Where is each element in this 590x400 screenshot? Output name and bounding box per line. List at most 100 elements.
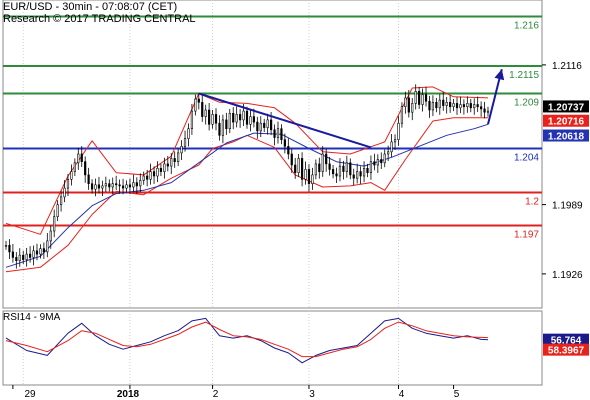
resistance-level-label: 1.2115	[509, 70, 539, 81]
candle-body	[469, 103, 472, 109]
candle-body	[376, 159, 379, 166]
candle-body	[70, 171, 73, 180]
support-level-label: 1.2	[525, 197, 539, 208]
y-tick-label: 1.1989	[552, 201, 583, 212]
candle-body	[53, 216, 56, 232]
candle-body	[318, 163, 321, 172]
candle-body	[411, 103, 414, 113]
candle-body	[8, 245, 11, 253]
candle-body	[28, 253, 32, 258]
x-tick-label: 29	[24, 389, 36, 400]
rsi-badge-label: 56.764	[551, 336, 582, 347]
price-badge-label: 1.20716	[548, 117, 585, 128]
candle-body	[349, 162, 352, 176]
candle-body	[204, 109, 207, 117]
candle-body	[362, 168, 366, 177]
candle-body	[183, 138, 187, 147]
candle-body	[156, 168, 159, 177]
candle-body	[307, 169, 311, 184]
candle-body	[163, 163, 166, 172]
chart-copyright: Research © 2017 TRADING CENTRAL	[3, 13, 196, 25]
candle-body	[84, 161, 87, 176]
candle-body	[311, 174, 314, 184]
candle-body	[32, 250, 35, 258]
rsi-badge	[543, 343, 589, 356]
candle-body	[297, 158, 300, 173]
candle-body	[459, 104, 462, 109]
projection-arrow-head	[494, 69, 505, 81]
candle-body	[266, 119, 269, 128]
candle-body	[232, 113, 235, 123]
candle-body	[73, 162, 76, 172]
candle-body	[345, 162, 348, 172]
candle-body	[218, 122, 221, 136]
candle-body	[187, 128, 190, 139]
x-tick-label: 2	[213, 389, 219, 400]
price-badge-label: 1.20737	[548, 102, 585, 113]
candle-body	[252, 116, 255, 123]
candle-body	[393, 139, 397, 143]
candle-body	[249, 116, 252, 125]
candle-body	[194, 98, 197, 112]
candle-body	[359, 171, 362, 177]
x-tick-label: 4	[399, 389, 405, 400]
candle-body	[283, 139, 286, 147]
candle-body	[428, 100, 431, 111]
candle-body	[366, 168, 369, 174]
candle-body	[146, 175, 149, 180]
candle-body	[325, 153, 328, 165]
candle-body	[108, 183, 111, 188]
candle-body	[397, 122, 400, 140]
price-badge	[543, 100, 589, 113]
candle-body	[418, 91, 421, 105]
rsi-panel-frame	[2, 310, 543, 386]
candle-body	[235, 114, 238, 123]
candle-body	[228, 113, 231, 130]
price-badge	[543, 129, 589, 142]
resistance-level-label: 1.216	[514, 21, 539, 32]
candle-body	[159, 168, 163, 172]
pivot-level-label: 1.204	[514, 153, 539, 164]
candle-body	[480, 106, 483, 110]
candle-body	[483, 108, 486, 113]
candle-body	[390, 141, 393, 153]
rsi-badge	[543, 333, 589, 346]
candle-body	[442, 99, 445, 106]
candle-body	[59, 196, 63, 205]
candle-body	[404, 97, 407, 108]
candle-body	[269, 119, 273, 131]
candle-body	[242, 110, 245, 121]
candle-body	[387, 151, 390, 155]
candle-body	[56, 204, 59, 218]
candle-body	[424, 94, 428, 102]
candle-body	[15, 257, 18, 261]
candle-body	[94, 184, 97, 190]
candle-body	[80, 153, 83, 162]
candle-body	[49, 230, 52, 242]
candle-body	[214, 114, 218, 124]
candle-body	[25, 253, 28, 260]
candle-body	[35, 250, 39, 255]
candle-body	[225, 119, 228, 130]
price-panel-frame	[2, 0, 543, 309]
candle-body	[128, 184, 132, 188]
candle-body	[101, 185, 104, 189]
candle-body	[256, 121, 259, 132]
y-tick-label: 1.2116	[552, 61, 582, 72]
candle-body	[90, 183, 94, 190]
candle-body	[166, 163, 169, 167]
candle-body	[383, 153, 386, 164]
candle-body	[211, 114, 214, 125]
rsi-title: RSI14 - 9MA	[3, 312, 61, 323]
candle-body	[314, 163, 317, 176]
candle-body	[321, 153, 324, 172]
price-badge	[543, 114, 589, 127]
candle-body	[328, 163, 331, 170]
candle-body	[111, 183, 114, 188]
moving-average-line	[5, 123, 489, 268]
candle-body	[245, 110, 249, 125]
candle-body	[280, 128, 283, 140]
bollinger-band-line	[5, 117, 488, 273]
candle-body	[373, 161, 376, 166]
candle-body	[438, 99, 441, 109]
